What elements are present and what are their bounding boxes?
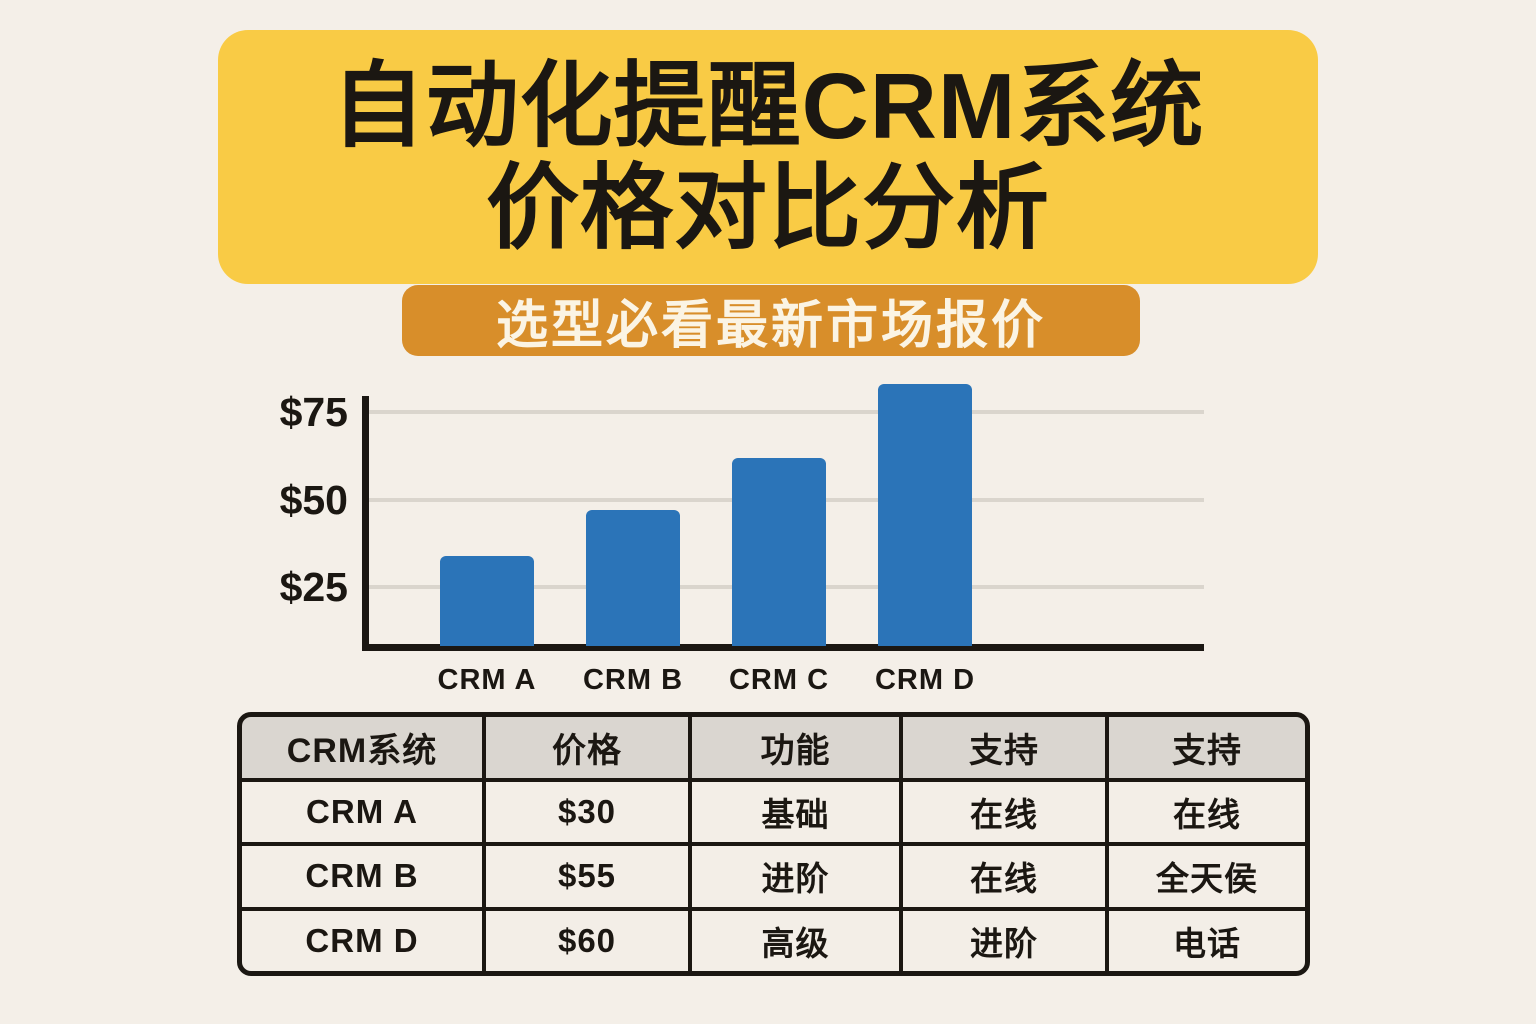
table-header-col-5: 支持: [1109, 717, 1305, 778]
gridline-75: [369, 410, 1204, 414]
price-comparison-table: CRM系统 价格 功能 支持 支持 CRM A $30 基础 在线 在线 CRM B $55 进阶 在线全…: [237, 712, 1310, 976]
x-label-crm-a: CRM A: [437, 664, 537, 696]
table-header-col-2: 价格: [486, 717, 688, 778]
table-cell-r2-c3: 进阶: [692, 846, 899, 907]
table-header-col-3: 功能: [692, 717, 899, 778]
y-axis-line: [362, 396, 369, 651]
table-cell-r1-c3: 基础: [692, 781, 899, 842]
table-cell-r1-c5: 在线: [1109, 781, 1305, 842]
table-cell-r3-c4: 进阶: [903, 910, 1105, 971]
table-cell-r1-c4: 在线: [903, 781, 1105, 842]
x-label-crm-b: CRM B: [582, 664, 684, 696]
table-cell-r1-c2: $30: [486, 781, 688, 842]
table-cell-r2-c2: $55: [486, 846, 688, 907]
bar-crm-b: [586, 510, 680, 646]
bar-crm-d: [878, 384, 972, 646]
title-banner: 自动化提醒CRM系统 价格对比分析: [218, 30, 1318, 284]
table-cell-r3-c1: CRM D: [242, 910, 482, 971]
gridline-50: [369, 497, 1204, 502]
page-title-line2: 价格对比分析: [486, 156, 1050, 260]
x-label-crm-c: CRM C: [728, 664, 830, 696]
y-tick-label: $50: [279, 476, 348, 523]
table-header-col-1: CRM系统: [242, 717, 482, 778]
table-cell-r3-c3: 高级: [692, 910, 899, 971]
table-cell-r1-c1: CRM A: [242, 781, 482, 842]
bar-crm-c: [732, 457, 826, 646]
x-label-crm-d: CRM D: [874, 664, 976, 696]
table-cell-r3-c5: 电话: [1109, 910, 1305, 971]
y-tick-label: $25: [279, 564, 348, 610]
page-title-line1: 自动化提醒CRM系统: [331, 53, 1205, 158]
table-header-col-4: 支持: [903, 717, 1105, 778]
gridline-25: [369, 585, 1204, 589]
table-cell-r2-c5: 全天侯: [1109, 846, 1305, 907]
y-tick-label: $75: [279, 389, 348, 435]
table-cell-r2-c4: 在线: [903, 846, 1105, 907]
subtitle-text: 选型必看最新市场报价: [495, 297, 1046, 355]
x-axis-line: [362, 644, 1204, 651]
table-cell-r3-c2: $60: [486, 910, 688, 971]
table-cell-r2-c1: CRM B: [242, 846, 482, 907]
subtitle-banner: 选型必看最新市场报价: [402, 285, 1140, 356]
bar-crm-a: [440, 555, 534, 646]
